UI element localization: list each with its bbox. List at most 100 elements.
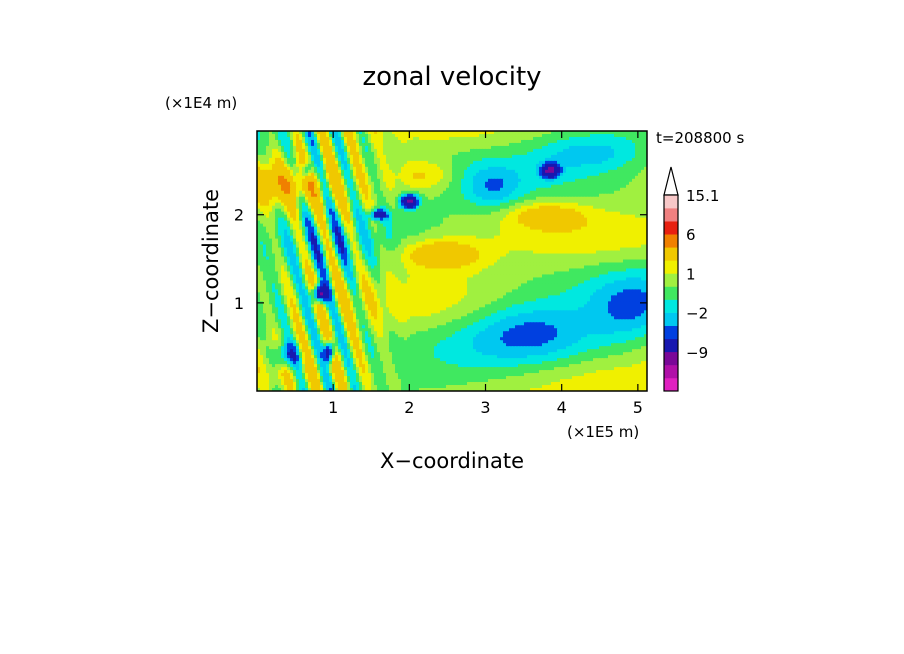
contour-cell [491,154,495,159]
contour-cell [467,136,471,141]
contour-cell [620,151,624,156]
contour-cell [557,169,561,174]
contour-cell [269,187,273,192]
contour-cell [530,184,534,189]
contour-cell [467,184,471,189]
contour-cell [299,160,303,165]
contour-cell [302,148,306,153]
contour-cell [635,175,639,180]
contour-cell [290,139,294,144]
contour-cell [626,157,630,162]
contour-cell [341,139,345,144]
contour-cell [434,166,438,171]
contour-cell [644,184,647,189]
contour-cell [590,145,594,150]
contour-cell [566,139,570,144]
contour-cell [497,163,501,168]
contour-cell [338,131,342,135]
contour-cell [401,157,405,162]
contour-cell [329,187,333,192]
contour-cell [431,136,435,141]
contour-cell [293,172,297,177]
contour-cell [443,157,447,162]
contour-cell [623,166,627,171]
contour-cell [515,145,519,150]
contour-cell [347,136,351,141]
contour-cell [311,142,315,147]
contour-cell [341,131,345,135]
contour-cell [425,131,429,135]
contour-cell [581,145,585,150]
contour-cell [305,160,309,165]
contour-cell [323,142,327,147]
contour-cell [458,142,462,147]
contour-cell [425,175,429,180]
contour-cell [446,139,450,144]
contour-cell [515,136,519,141]
contour-cell [476,133,480,138]
contour-cell [281,160,285,165]
contour-cell [260,148,264,153]
contour-cell [305,172,309,177]
contour-cell [476,139,480,144]
contour-cell [347,157,351,162]
contour-cell [410,175,414,180]
contour-cell [329,166,333,171]
contour-cell [272,178,276,183]
contour-cell [422,154,426,159]
contour-cell [272,157,276,162]
contour-cell [593,133,597,138]
contour-cell [515,139,519,144]
contour-cell [329,163,333,168]
contour-cell [458,184,462,189]
contour-cell [425,154,429,159]
contour-cell [287,148,291,153]
contour-cell [461,187,465,192]
contour-cell [446,184,450,189]
contour-cell [512,136,516,141]
contour-cell [533,136,537,141]
contour-cell [290,145,294,150]
contour-cell [341,154,345,159]
contour-cell [476,166,480,171]
contour-cell [443,136,447,141]
contour-cell [308,187,312,192]
contour-cell [506,172,510,177]
contour-cell [341,142,345,147]
contour-cell [638,136,642,141]
contour-cell [404,139,408,144]
contour-cell [500,157,504,162]
contour-cell [302,184,306,189]
contour-cell [335,145,339,150]
contour-cell [632,145,636,150]
contour-cell [518,163,522,168]
contour-cell [365,166,369,171]
contour-cell [458,131,462,135]
contour-cell [539,154,543,159]
contour-cell [302,136,306,141]
contour-cell [452,169,456,174]
contour-cell [644,133,647,138]
contour-cell [296,184,300,189]
contour-cell [353,145,357,150]
contour-cell [419,142,423,147]
contour-cell [467,163,471,168]
contour-cell [497,142,501,147]
contour-cell [488,136,492,141]
contour-cell [569,169,573,174]
contour-cell [464,166,468,171]
contour-cell [308,142,312,147]
contour-cell [572,145,576,150]
contour-cell [521,169,525,174]
contour-cell [476,175,480,180]
contour-cell [281,151,285,156]
contour-cell [323,157,327,162]
contour-cell [506,181,510,186]
contour-cell [308,148,312,153]
contour-cell [383,131,387,135]
contour-cell [323,175,327,180]
contour-cell [611,133,615,138]
contour-cell [440,172,444,177]
contour-cell [299,148,303,153]
contour-cell [617,160,621,165]
